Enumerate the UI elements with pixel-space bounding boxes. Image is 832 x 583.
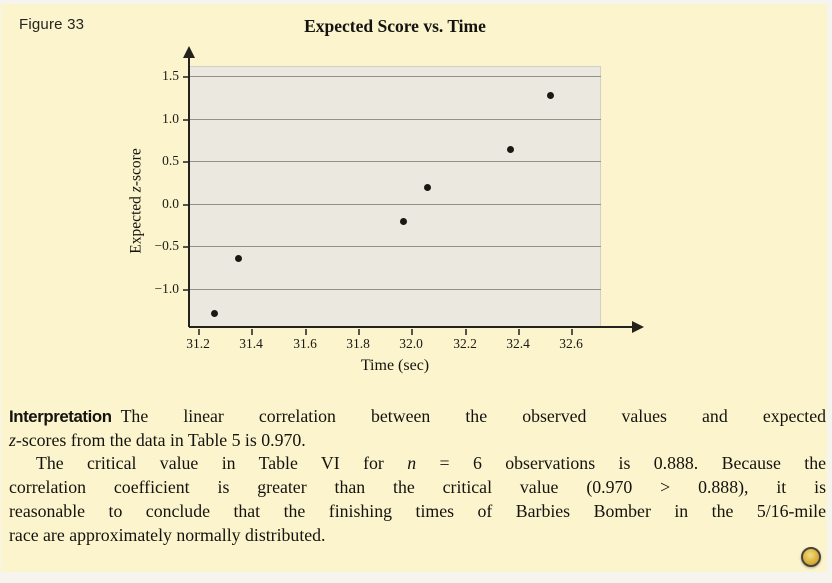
x-tick-mark <box>571 329 573 335</box>
data-point <box>399 217 407 225</box>
interpretation-text: -scores from the data in Table 5 is 0.97… <box>15 429 306 450</box>
interpretation-text: The critical value in Table VI for <box>36 453 408 474</box>
x-axis-title: Time (sec) <box>360 357 430 374</box>
end-of-example-marker-icon <box>801 547 821 567</box>
y-gridline <box>189 161 601 162</box>
y-tick-label: 0.0 <box>162 196 179 211</box>
x-tick-label: 32.0 <box>399 336 423 351</box>
y-tick-label: −1.0 <box>154 281 180 296</box>
interpretation-line: reasonable to conclude that the finishin… <box>9 500 826 524</box>
example-panel: Figure 33 Expected Score vs. Time 1.5 1.0… <box>1 4 827 572</box>
interpretation-text: reasonable to conclude that the finishin… <box>9 500 826 521</box>
math-var: n <box>407 453 417 474</box>
y-tick-mark <box>183 289 189 291</box>
scatter-plot: 1.5 1.0 0.5 0.0 −0.5 −1.0 31.2 31.4 31.6 31.8 32.0… <box>1 4 832 583</box>
x-tick-mark <box>465 329 467 335</box>
interpretation-heading: Interpretation <box>9 407 112 426</box>
x-tick-mark <box>198 329 200 335</box>
x-tick-label: 31.2 <box>186 336 210 351</box>
y-tick-label: 1.5 <box>162 68 179 83</box>
y-tick-mark <box>183 204 189 206</box>
interpretation-text: race are approximately normally distribu… <box>9 524 326 545</box>
y-tick-mark <box>183 161 189 163</box>
math-var: z <box>127 186 145 193</box>
y-tick-label: −0.5 <box>154 238 180 253</box>
y-tick-mark <box>183 119 189 121</box>
data-point <box>234 254 242 262</box>
x-tick-label: 32.6 <box>559 336 583 351</box>
interpretation-line: The critical value in Table VI for n = 6… <box>9 452 826 476</box>
y-gridline <box>189 119 601 120</box>
y-tick-mark <box>183 246 189 248</box>
x-tick-label: 31.4 <box>239 336 263 351</box>
x-tick-mark <box>251 329 253 335</box>
x-axis-arrow-icon <box>632 321 644 333</box>
data-point <box>546 91 554 99</box>
x-tick-label: 32.4 <box>506 336 530 351</box>
data-point <box>210 309 218 317</box>
y-axis-title-text: Expected <box>127 192 145 254</box>
plot-area <box>189 66 601 327</box>
y-axis-line <box>188 56 190 327</box>
y-tick-label: 1.0 <box>162 111 179 126</box>
interpretation-line: z-scores from the data in Table 5 is 0.9… <box>9 429 826 453</box>
y-gridline <box>189 204 601 205</box>
y-axis-arrow-icon <box>183 46 195 58</box>
chart-title: Expected Score vs. Time <box>304 16 486 36</box>
x-tick-label: 31.8 <box>346 336 370 351</box>
interpretation-text: = 6 observations is 0.888. Because the <box>416 453 826 474</box>
y-axis-title-text: -score <box>127 148 145 187</box>
x-tick-mark <box>518 329 520 335</box>
x-tick-label: 31.6 <box>293 336 317 351</box>
math-var: z <box>9 429 16 450</box>
y-gridline <box>189 289 601 290</box>
y-tick-label: 0.5 <box>162 153 179 168</box>
x-tick-mark <box>411 329 413 335</box>
interpretation-line: correlation coefficient is greater than … <box>9 476 826 500</box>
interpretation-text: The linear correlation between the obser… <box>120 406 826 426</box>
x-tick-mark <box>358 329 360 335</box>
y-axis-title: Expected z-score <box>128 120 146 283</box>
y-gridline <box>189 76 601 77</box>
interpretation-line: Interpretation The linear correlation bet… <box>9 405 826 429</box>
data-point <box>506 145 514 153</box>
x-axis-line <box>189 326 632 328</box>
x-tick-label: 32.2 <box>453 336 477 351</box>
y-tick-mark <box>183 76 189 78</box>
interpretation-text: correlation coefficient is greater than … <box>9 477 826 498</box>
data-point <box>423 183 431 191</box>
interpretation-line: race are approximately normally distribu… <box>9 524 826 548</box>
figure-label: Figure 33 <box>19 16 85 33</box>
y-gridline <box>189 246 601 247</box>
interpretation-block: Interpretation The linear correlation bet… <box>9 405 826 547</box>
x-tick-mark <box>305 329 307 335</box>
